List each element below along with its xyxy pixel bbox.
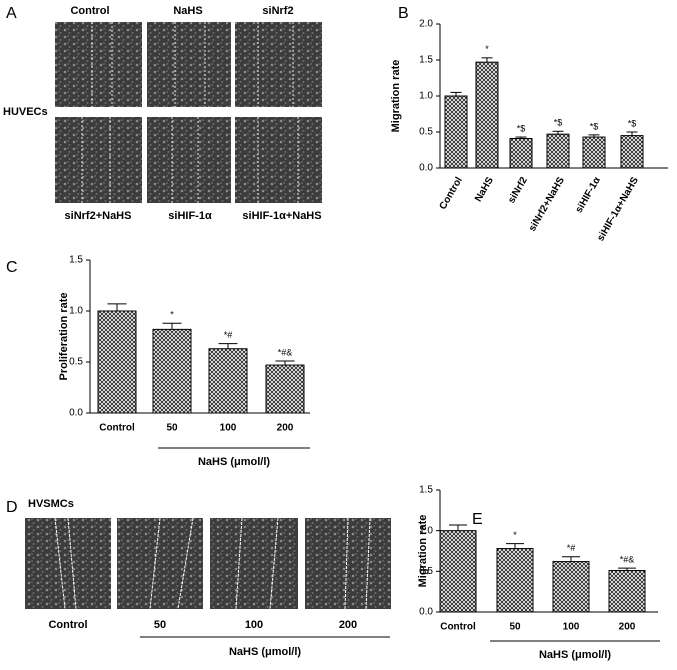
y-tick-label: 0.0 bbox=[69, 408, 83, 419]
image-label: 200 bbox=[339, 619, 357, 631]
y-tick-label: 1.0 bbox=[419, 525, 433, 536]
x-tick-label: 100 bbox=[563, 622, 580, 633]
y-tick-label: 0.5 bbox=[69, 357, 83, 368]
bar bbox=[152, 328, 192, 414]
x-tick-label: Control bbox=[99, 423, 135, 434]
bar bbox=[546, 133, 570, 169]
bar bbox=[509, 137, 533, 169]
x-tick-label: 200 bbox=[619, 622, 636, 633]
annotation: *$ bbox=[517, 123, 526, 133]
x-tick-label: Control bbox=[440, 622, 476, 633]
y-tick-label: 0.0 bbox=[419, 163, 433, 174]
micrographs-d bbox=[25, 517, 391, 610]
bar bbox=[608, 570, 646, 613]
y-tick-label: 1.5 bbox=[69, 255, 83, 266]
image-label: Control bbox=[48, 619, 87, 631]
image-label: 50 bbox=[154, 619, 166, 631]
y-tick-label: 1.5 bbox=[419, 55, 433, 66]
annotation: *#& bbox=[278, 347, 293, 357]
annotation: *# bbox=[567, 543, 576, 553]
y-axis-label: Migration rate bbox=[390, 60, 402, 133]
annotation: *$ bbox=[590, 121, 599, 131]
x-tick-label: siNrf2+NaHS bbox=[527, 175, 567, 233]
annotation: *$ bbox=[554, 118, 563, 128]
x-tick-label: siHIF-1α+NaHS bbox=[595, 175, 641, 243]
annotation: * bbox=[485, 44, 489, 54]
row-label: HVSMCs bbox=[28, 498, 74, 510]
bar bbox=[208, 348, 248, 414]
y-tick-label: 1.0 bbox=[419, 91, 433, 102]
annotation: *$ bbox=[628, 118, 637, 128]
x-tick-label: 50 bbox=[509, 622, 521, 633]
x-tick-label: Control bbox=[438, 175, 465, 211]
micrographs-a bbox=[55, 22, 322, 203]
annotation: * bbox=[513, 530, 517, 540]
bar bbox=[97, 310, 137, 414]
x-tick-label: 200 bbox=[277, 423, 294, 434]
image-label: siNrf2+NaHS bbox=[65, 210, 132, 222]
y-axis-label: Proliferation rate bbox=[58, 292, 70, 380]
x-tick-label: NaHS bbox=[473, 175, 496, 204]
x-tick-label: 50 bbox=[166, 423, 178, 434]
bar bbox=[620, 135, 644, 169]
y-tick-label: 1.0 bbox=[69, 306, 83, 317]
y-tick-label: 0.5 bbox=[419, 566, 433, 577]
y-tick-label: 0.0 bbox=[419, 607, 433, 618]
image-label: siHIF-1α bbox=[168, 210, 212, 222]
image-label: siNrf2 bbox=[262, 5, 293, 17]
group-label: NaHS (μmol/l) bbox=[539, 649, 611, 661]
x-tick-label: 100 bbox=[220, 423, 237, 434]
image-label: 100 bbox=[245, 619, 263, 631]
y-tick-label: 1.5 bbox=[419, 485, 433, 496]
y-tick-label: 0.5 bbox=[419, 127, 433, 138]
image-label: NaHS bbox=[173, 5, 202, 17]
panel-letter: D bbox=[6, 499, 18, 516]
bar bbox=[552, 561, 590, 613]
y-tick-label: 2.0 bbox=[419, 19, 433, 30]
x-tick-label: siNrf2 bbox=[506, 175, 530, 205]
annotation: * bbox=[170, 310, 174, 320]
y-axis-label: Migration rate bbox=[417, 515, 429, 588]
bar bbox=[496, 548, 534, 613]
image-label: Control bbox=[70, 5, 109, 17]
panel-letter: A bbox=[6, 5, 17, 22]
x-tick-label: siHIF-1α bbox=[574, 175, 604, 215]
panel-letter: E bbox=[472, 511, 483, 528]
group-label: NaHS (μmol/l) bbox=[229, 646, 301, 658]
annotation: *# bbox=[224, 330, 233, 340]
panel-letter: C bbox=[6, 259, 18, 276]
bar bbox=[439, 530, 477, 613]
bar bbox=[582, 136, 606, 169]
bar bbox=[444, 95, 468, 169]
panel-letter: B bbox=[398, 5, 409, 22]
bar bbox=[475, 61, 499, 169]
annotation: *#& bbox=[620, 554, 635, 564]
group-label: NaHS (μmol/l) bbox=[198, 456, 270, 468]
image-label: siHIF-1α+NaHS bbox=[242, 210, 321, 222]
row-label: HUVECs bbox=[3, 106, 48, 118]
bar bbox=[265, 364, 305, 414]
